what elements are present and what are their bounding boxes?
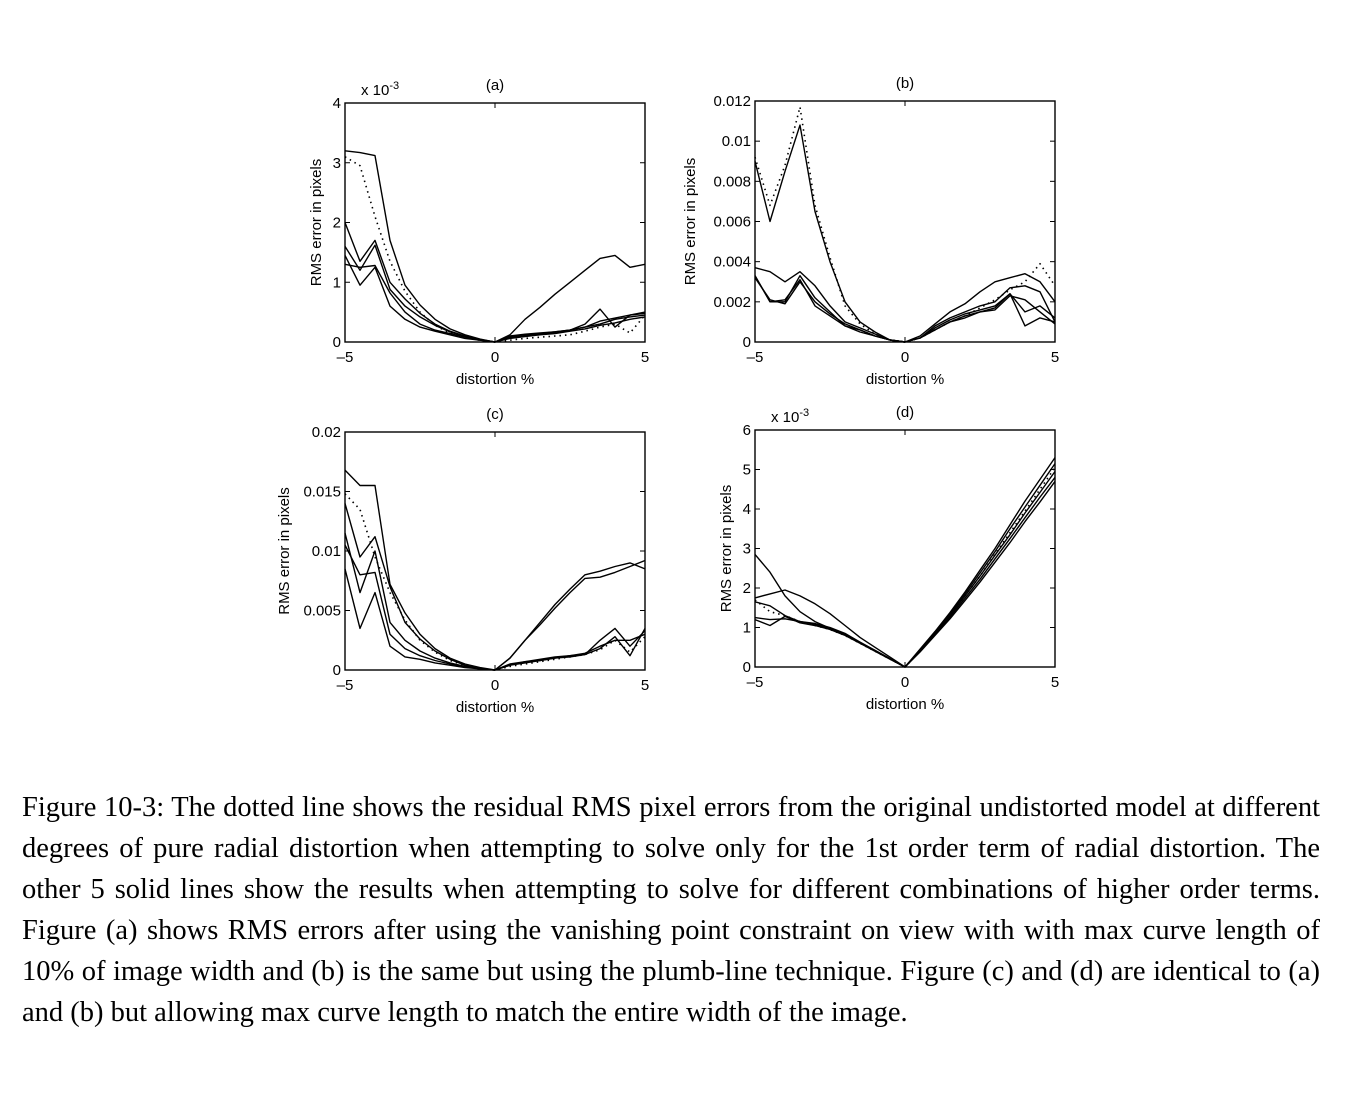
solid-series-line-3 — [344, 532, 646, 671]
y-tick-label: 0.008 — [713, 173, 751, 190]
y-axis-label: RMS error in pixels — [276, 487, 293, 615]
x-tick-label: –5 — [337, 349, 354, 366]
axis-scale-note: x 10-3 — [361, 80, 399, 99]
y-tick-label: 1 — [743, 620, 751, 637]
dotted-series-line — [754, 106, 1056, 343]
chart-title: (b) — [896, 75, 914, 92]
y-tick-label: 0 — [743, 659, 751, 676]
solid-series-line-1 — [754, 457, 1056, 668]
y-axis-label: RMS error in pixels — [308, 159, 325, 287]
x-tick-label: 5 — [1051, 674, 1059, 691]
solid-series-line-3 — [754, 471, 1056, 668]
solid-series-line-2 — [754, 267, 1056, 343]
x-tick-label: 5 — [641, 349, 649, 366]
axis-scale-note: x 10-3 — [771, 407, 809, 426]
solid-series-line-1 — [344, 150, 646, 343]
y-tick-label: 0.02 — [312, 424, 341, 441]
y-tick-label: 4 — [743, 501, 751, 518]
y-axis-label: RMS error in pixels — [718, 485, 735, 613]
x-axis-label: distortion % — [866, 696, 944, 713]
solid-series-line-4 — [344, 255, 646, 343]
chart-title: (a) — [486, 77, 504, 94]
y-tick-label: 0.006 — [713, 214, 751, 231]
solid-series-line-2 — [754, 463, 1056, 668]
x-tick-label: –5 — [337, 677, 354, 694]
axis-scale-exponent: -3 — [799, 407, 809, 419]
solid-series-line-5 — [754, 275, 1056, 343]
x-tick-label: 5 — [1051, 349, 1059, 366]
y-tick-label: 2 — [333, 215, 341, 232]
x-tick-label: 0 — [491, 349, 499, 366]
plot-frame — [754, 429, 1056, 668]
dotted-series-line — [754, 467, 1056, 668]
x-tick-label: 0 — [491, 677, 499, 694]
chart-title: (c) — [486, 406, 504, 423]
y-tick-label: 0.005 — [303, 603, 341, 620]
plot-frame — [754, 100, 1056, 343]
y-tick-label: 0.004 — [713, 254, 751, 271]
x-axis-label: distortion % — [456, 699, 534, 716]
y-tick-label: 5 — [743, 462, 751, 479]
x-tick-label: –5 — [747, 349, 764, 366]
y-tick-label: 3 — [333, 155, 341, 172]
y-tick-label: 0.01 — [722, 133, 751, 150]
axis-scale-base: x 10 — [771, 409, 799, 426]
y-tick-label: 0 — [333, 662, 341, 679]
x-tick-label: –5 — [747, 674, 764, 691]
solid-series-line-4 — [754, 476, 1056, 668]
figure-caption: Figure 10-3: The dotted line shows the r… — [22, 791, 1320, 1028]
y-tick-label: 0.002 — [713, 294, 751, 311]
y-axis-label: RMS error in pixels — [682, 158, 699, 286]
axis-scale-base: x 10 — [361, 82, 389, 99]
y-tick-label: 0 — [333, 334, 341, 351]
y-tick-label: 0.015 — [303, 484, 341, 501]
dotted-series-line — [344, 156, 646, 343]
chart-title: (d) — [896, 404, 914, 421]
y-tick-label: 0 — [743, 334, 751, 351]
axis-scale-exponent: -3 — [389, 80, 399, 92]
solid-series-line-3 — [754, 275, 1056, 343]
solid-series-line-1 — [754, 124, 1056, 343]
x-tick-label: 5 — [641, 677, 649, 694]
solid-series-line-5 — [344, 544, 646, 671]
x-tick-label: 0 — [901, 674, 909, 691]
y-tick-label: 3 — [743, 541, 751, 558]
x-axis-label: distortion % — [866, 371, 944, 388]
y-tick-label: 0.012 — [713, 93, 751, 110]
x-axis-label: distortion % — [456, 371, 534, 388]
y-tick-label: 1 — [333, 274, 341, 291]
chart-panel-b: –5 0 500.0020.0040.0060.0080.010.012(b)dis… — [682, 75, 1059, 388]
y-tick-label: 4 — [333, 95, 341, 112]
y-tick-label: 2 — [743, 580, 751, 597]
x-tick-label: 0 — [901, 349, 909, 366]
solid-series-line-5 — [754, 480, 1056, 668]
y-tick-label: 6 — [743, 422, 751, 439]
solid-series-line-5 — [344, 263, 646, 343]
y-tick-label: 0.01 — [312, 543, 341, 560]
